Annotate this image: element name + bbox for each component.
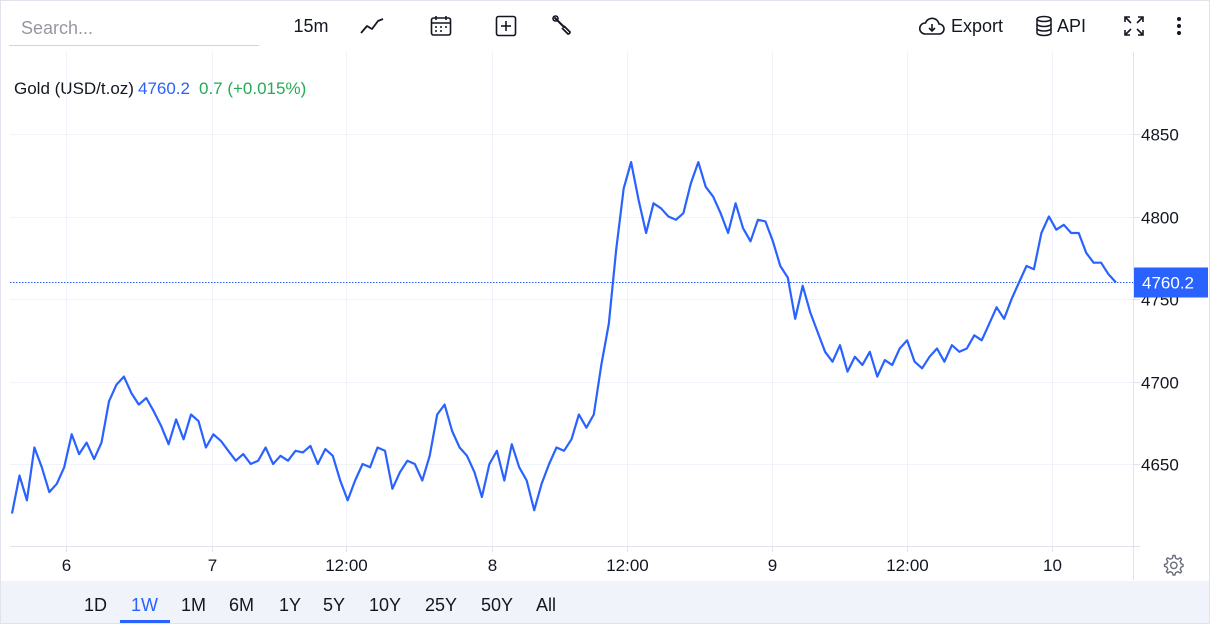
x-tick-label: 8 [488,556,497,575]
export-label: Export [951,15,1004,36]
legend-change: 0.7 (+0.015%) [198,79,307,98]
active-range-indicator [120,620,170,623]
interval-selector[interactable]: 15m [290,8,332,44]
more-vertical-icon [1177,17,1181,35]
x-tick-label: 9 [768,556,777,575]
x-tick-label: 10 [1043,556,1062,575]
x-tick-label: 6 [62,556,71,575]
toolbar: 15m [0,0,1210,52]
y-tick-label: 4800 [1141,209,1179,228]
range-1y[interactable]: 1Y [279,595,302,615]
chart-grid [10,52,1133,546]
range-10y[interactable]: 10Y [369,595,402,615]
series-line [10,161,1117,514]
chart-type-button[interactable] [355,8,389,44]
range-25y[interactable]: 25Y [425,595,458,615]
range-1m[interactable]: 1M [181,595,207,615]
cloud-download-icon [918,17,945,35]
calendar-icon [430,16,452,36]
x-tick-label: 7 [208,556,217,575]
tools-button[interactable] [548,8,578,44]
plus-square-icon [495,15,517,37]
x-tick-label: 12:00 [325,556,368,575]
price-tag-label: 4760.2 [1142,274,1194,293]
more-options-button[interactable] [1168,8,1190,44]
y-tick-label: 4850 [1141,126,1179,145]
range-6m[interactable]: 6M [229,595,255,615]
interval-label: 15m [293,15,329,36]
fullscreen-icon [1124,16,1144,36]
x-tick-label: 12:00 [886,556,929,575]
chart-legend: Gold (USD/t.oz) 4760.2 0.7 (+0.015%) [14,79,306,99]
wrench-icon [552,15,571,35]
y-tick-label: 4700 [1141,374,1179,393]
price-tag-bg [1134,267,1208,298]
x-tick-label: 12:00 [606,556,649,575]
range-1w[interactable]: 1W [131,595,158,615]
compare-button[interactable] [491,8,521,44]
range-1d[interactable]: 1D [84,595,108,615]
range-5y[interactable]: 5Y [323,595,346,615]
database-icon [1036,15,1052,37]
range-all[interactable]: All [536,595,557,615]
api-button[interactable]: API [1034,8,1092,44]
range-50y[interactable]: 50Y [481,595,514,615]
date-range-button[interactable] [425,8,457,44]
search-input[interactable] [9,12,259,46]
export-button[interactable]: Export [918,8,1010,44]
symbol-name: Gold (USD/t.oz) [14,79,134,98]
api-label: API [1057,15,1087,36]
line-chart-icon [360,18,384,34]
settings-gear-icon[interactable] [1162,554,1184,576]
y-tick-label: 4650 [1141,456,1179,475]
range-bar [1,581,1209,623]
current-price-tag: 4760.2 [1134,267,1208,298]
fullscreen-button[interactable] [1120,8,1148,44]
x-axis: 6 7 12:00 8 12:00 9 12:00 10 [62,546,1062,575]
legend-price: 4760.2 [137,79,190,98]
